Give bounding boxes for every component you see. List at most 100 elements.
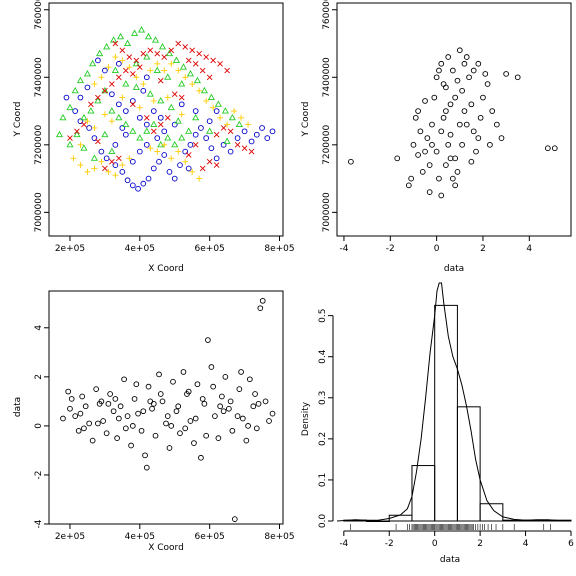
panel-3-point	[194, 381, 201, 388]
panel-4-density-line	[336, 282, 572, 522]
panel-1-point	[66, 140, 74, 148]
panel-1-point	[102, 87, 108, 94]
panel-3-point	[226, 405, 232, 412]
panel-1-point	[108, 147, 116, 155]
panel-1-point	[102, 165, 108, 172]
panel-3-point	[129, 423, 136, 429]
panel-1-point	[129, 182, 136, 189]
panel-1-point	[178, 101, 185, 108]
panel-1-point	[105, 64, 112, 71]
panel-1-point	[119, 94, 126, 101]
panel-1-point	[198, 125, 204, 131]
panel-4-ylabel: Density	[301, 401, 311, 436]
panel-1-point	[133, 74, 140, 81]
panel-1-point	[136, 104, 143, 111]
panel-1-point	[192, 131, 199, 138]
panel-2-point	[459, 87, 465, 94]
panel-3-point	[121, 376, 127, 383]
panel-1-point	[158, 42, 167, 50]
panel-1-point	[224, 121, 231, 128]
panel-3-point	[145, 383, 152, 390]
panel-3-point	[205, 337, 211, 343]
panel-3-point	[239, 415, 246, 422]
panel-4-curve	[336, 282, 572, 522]
panel-1-point	[111, 66, 119, 73]
panel-1-point	[116, 74, 122, 81]
panel-4-y-tick-label: 0.1	[318, 473, 328, 487]
panel-1-point	[179, 63, 188, 70]
panel-3-point	[182, 425, 189, 432]
panel-1-point	[55, 130, 64, 138]
panel-4-bar	[456, 406, 481, 522]
panel-1-point	[95, 94, 101, 101]
panel-1-point	[157, 114, 164, 121]
panel-3-x-tick-label: 6e+05	[195, 532, 225, 542]
panel-1-point	[133, 57, 140, 64]
panel-3-point	[156, 371, 162, 378]
panel-1-point	[70, 155, 77, 162]
panel-1-point	[192, 60, 199, 67]
panel-2-point	[422, 98, 428, 104]
panel-1-point	[119, 162, 126, 169]
panel-1-point	[89, 59, 97, 67]
panel-3-point	[212, 413, 218, 419]
panel-2-y-tick-label: 7000000	[322, 192, 332, 232]
panel-4-x-tick-label: -2	[385, 539, 394, 549]
panel-1-point	[81, 121, 87, 128]
panel-1-point	[143, 127, 151, 134]
panel-1-point	[220, 141, 227, 148]
panel-3-point	[110, 408, 117, 415]
panel-1-point	[112, 54, 119, 61]
panel-2-point	[494, 121, 500, 128]
panel-1-point	[116, 60, 122, 67]
panel-1-point	[136, 64, 143, 70]
panel-2-point	[470, 128, 477, 135]
panel-3-point	[191, 440, 197, 446]
panel-1-point	[206, 158, 213, 165]
panel-1-point	[231, 108, 238, 115]
panel-3-y-tick-label: -4	[34, 519, 44, 528]
panel-1-point	[63, 94, 70, 101]
panel-1-point	[223, 137, 231, 144]
panel-1-point	[269, 128, 276, 135]
panel-3-point	[105, 400, 112, 407]
panel-1-point	[144, 32, 153, 40]
panel-1-point	[185, 165, 192, 172]
panel-1-point	[126, 64, 133, 71]
panel-2-point	[480, 94, 486, 101]
panel-2-point	[468, 158, 475, 165]
panel-1-point	[182, 148, 189, 155]
panel-1-point	[88, 101, 94, 108]
panel-2-point	[433, 148, 440, 155]
panel-4-y-tick-label: 0.0	[318, 514, 328, 529]
panel-1-axes: 2e+05 4e+05 6e+05 8e+05 7000000 7200000 740000…	[34, 0, 295, 254]
panel-1-point	[126, 155, 133, 162]
panel-1-point	[175, 148, 182, 155]
panel-1-point	[206, 127, 214, 134]
panel-1-point	[220, 125, 227, 131]
panel-1-point	[136, 148, 143, 155]
panel-4-x-tick-label: 0	[432, 539, 438, 549]
panel-3-point	[107, 391, 113, 397]
panel-2-point	[452, 182, 459, 189]
panel-1-ylabel: Y Coord	[13, 102, 23, 138]
panel-3-point	[135, 410, 141, 417]
panel-1-point	[161, 141, 168, 148]
panel-3-point	[166, 445, 173, 451]
panel-3-point	[95, 420, 101, 427]
panel-1-point	[119, 125, 126, 131]
panel-3-point	[131, 396, 138, 402]
panel-1-point	[150, 108, 157, 114]
panel-3-point	[79, 393, 86, 400]
panel-2-point	[424, 135, 431, 141]
panel-1-point	[126, 54, 133, 60]
panel-1-point	[164, 73, 172, 80]
panel-3-point	[175, 403, 182, 410]
panel-3-point	[243, 437, 250, 444]
panel-1-point	[108, 107, 116, 114]
panel-3-point	[198, 454, 204, 461]
panel-1-x-tick-label: 6e+05	[195, 244, 225, 254]
panel-2-point	[436, 175, 442, 182]
panel-2-y-tick-label: 7200000	[322, 125, 332, 165]
panel-1-point	[143, 114, 150, 121]
